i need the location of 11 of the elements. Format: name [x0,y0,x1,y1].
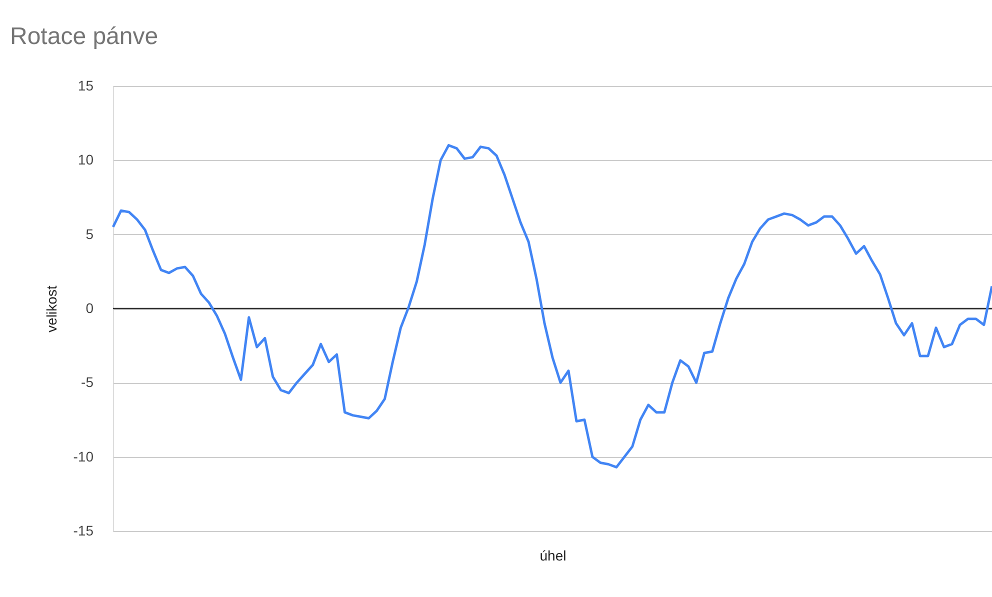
x-axis-title: úhel [540,548,566,564]
chart-title: Rotace pánve [10,23,158,50]
y-axis-title: velikost [43,286,60,332]
y-tick-label: 10 [78,152,94,168]
y-tick-label: 15 [78,78,94,94]
line-series [112,144,992,468]
y-tick-label: -10 [73,448,94,464]
y-tick-label: -5 [81,374,94,390]
y-tick-label: -15 [73,522,94,538]
y-tick-label: 0 [86,300,94,316]
y-tick-label: 5 [86,226,94,242]
